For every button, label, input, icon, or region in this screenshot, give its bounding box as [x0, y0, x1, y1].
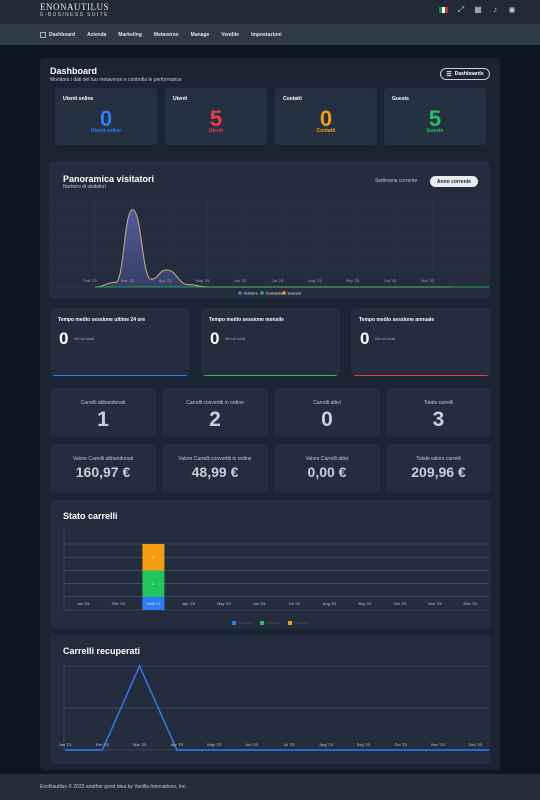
logo-subtitle: E-BUSINESS SUITE	[40, 12, 109, 18]
stat-sub: Utenti	[208, 128, 224, 134]
cart-value-card-active: Valore Carrelli attivi 0,00 €	[274, 444, 380, 494]
cart-card-abandoned: Carrelli abbandonati 1	[50, 388, 156, 438]
time-value: 0	[59, 329, 69, 348]
stat-value: 5	[209, 106, 223, 131]
top-icons: ⤢ ▦ ♪ ◉	[439, 6, 516, 14]
user-icon[interactable]: ◉	[508, 5, 516, 14]
time-value: 0	[360, 329, 370, 348]
visitors-title: Panoramica visitatori	[63, 174, 155, 184]
stat-card-guests: Guests 5 Guests	[384, 88, 486, 145]
time-label: Tempo medio sessione annuale	[359, 317, 435, 323]
nav-bar: Dashboard Azienda Marketing Metaverso Ma…	[0, 24, 540, 45]
logo-title: ENONAUTILUS	[40, 2, 109, 12]
page-title: Dashboard	[50, 66, 98, 76]
stat-card-online: Utenti online 0 Utenti online	[55, 88, 157, 145]
time-label: Tempo medio sessione ultime 24 ore	[58, 317, 146, 323]
bell-icon[interactable]: ♪	[493, 5, 497, 14]
nav-item-vendite[interactable]: Vendite	[221, 31, 240, 38]
stat-value: 5	[428, 106, 442, 131]
stat-value: 0	[99, 106, 113, 131]
nav-item-dashboard[interactable]: Dashboard	[40, 31, 76, 38]
cart-value-label: Valore Carrelli convertiti in ordine	[178, 456, 252, 462]
cart-status-title: Stato carrelli	[63, 511, 118, 521]
page-subtitle: Monitora i dati del tuo metaverso e cont…	[50, 77, 182, 83]
cart-card-active: Carrelli attivi 0	[274, 388, 380, 438]
recovered-title: Carrelli recuperati	[63, 646, 141, 656]
cart-value-label: Valore Carrelli attivi	[305, 456, 349, 462]
dashboard-icon	[40, 31, 46, 38]
top-bar: ENONAUTILUS E-BUSINESS SUITE ⤢ ▦ ♪ ◉	[0, 0, 540, 24]
nav-item-manage[interactable]: Manage	[190, 31, 210, 38]
stat-label: Utenti	[173, 96, 188, 102]
footer-text: EnoNautilus © 2023 another good idea by …	[40, 784, 187, 790]
time-label: Tempo medio sessione mensile	[209, 317, 284, 323]
stat-sub: Guests	[426, 128, 444, 134]
dashboards-button-label: Dashboards	[454, 71, 484, 77]
list-icon: ☰	[446, 71, 452, 78]
stat-label: Utenti online	[63, 96, 94, 102]
time-accent-line	[50, 375, 190, 376]
cart-label: Carrelli abbandonati	[80, 400, 126, 406]
cart-label: Totale carrelli	[423, 400, 454, 406]
stat-sub: Utenti online	[90, 128, 122, 134]
cart-value-amount: 209,96 €	[411, 464, 466, 480]
cart-value-card-converted: Valore Carrelli convertiti in ordine 48,…	[162, 444, 268, 494]
cart-value-amount: 0,00 €	[307, 464, 347, 480]
time-unit: Minuti totali	[375, 336, 396, 341]
cart-value-label: Totale valore carrelli	[416, 456, 461, 462]
stat-label: Guests	[392, 96, 409, 102]
footer: EnoNautilus © 2023 another good idea by …	[0, 774, 540, 800]
time-unit: Minuti totali	[225, 336, 246, 341]
time-card-annual: Tempo medio sessione annuale 0 Minuti to…	[351, 308, 491, 376]
time-unit: Minuti totali	[74, 336, 95, 341]
stat-card-contacts: Contatti 0 Contatti	[275, 88, 377, 145]
cart-label: Carrelli convertiti in ordine	[186, 400, 244, 406]
dashboards-button[interactable]: ☰ Dashboards	[440, 68, 490, 80]
stat-card-users: Utenti 5 Utenti	[165, 88, 267, 145]
stat-value: 0	[319, 106, 333, 131]
grid-apps-icon[interactable]: ▦	[474, 5, 482, 14]
cart-value-amount: 48,99 €	[191, 464, 239, 480]
stat-sub: Contatti	[316, 128, 336, 134]
nav-label: Dashboard	[49, 31, 76, 38]
time-accent-line	[201, 375, 340, 376]
cart-value-amount: 160,97 €	[75, 464, 131, 480]
cart-value: 3	[432, 408, 445, 431]
cart-status-panel	[50, 500, 491, 629]
cart-value-card-abandoned: Valore Carrelli abbandonati 160,97 €	[50, 444, 156, 494]
visitors-subtitle: Numero di visitatori	[63, 184, 106, 190]
toggle-current-week[interactable]: Settimana corrente	[375, 178, 418, 184]
cart-label: Carrelli attivi	[313, 400, 341, 406]
toggle-current-year[interactable]: Anno corrente	[430, 176, 478, 187]
nav-item-metaverso[interactable]: Metaverso	[153, 31, 179, 38]
stat-label: Contatti	[283, 96, 302, 102]
cart-card-total: Totale carrelli 3	[386, 388, 491, 438]
cart-value: 2	[209, 408, 221, 431]
italy-flag-icon[interactable]	[439, 7, 448, 13]
cart-value-card-total: Totale valore carrelli 209,96 €	[386, 444, 491, 494]
cart-value: 1	[97, 408, 109, 431]
cart-value: 0	[321, 408, 333, 431]
time-card-24h: Tempo medio sessione ultime 24 ore 0 Min…	[50, 308, 190, 376]
nav-item-impostazioni[interactable]: Impostazioni	[251, 31, 282, 38]
time-value: 0	[210, 329, 220, 348]
time-accent-line	[351, 375, 491, 376]
nav-item-marketing[interactable]: Marketing	[118, 31, 142, 38]
cart-card-converted: Carrelli convertiti in ordine 2	[162, 388, 268, 438]
time-card-monthly: Tempo medio sessione mensile 0 Minuti to…	[201, 308, 340, 376]
app-logo[interactable]: ENONAUTILUS E-BUSINESS SUITE	[40, 3, 109, 18]
fullscreen-icon[interactable]: ⤢	[457, 5, 465, 14]
cart-value-label: Valore Carrelli abbandonati	[72, 456, 134, 462]
nav-item-azienda[interactable]: Azienda	[87, 31, 107, 38]
nav-menu: Dashboard Azienda Marketing Metaverso Ma…	[40, 24, 282, 45]
